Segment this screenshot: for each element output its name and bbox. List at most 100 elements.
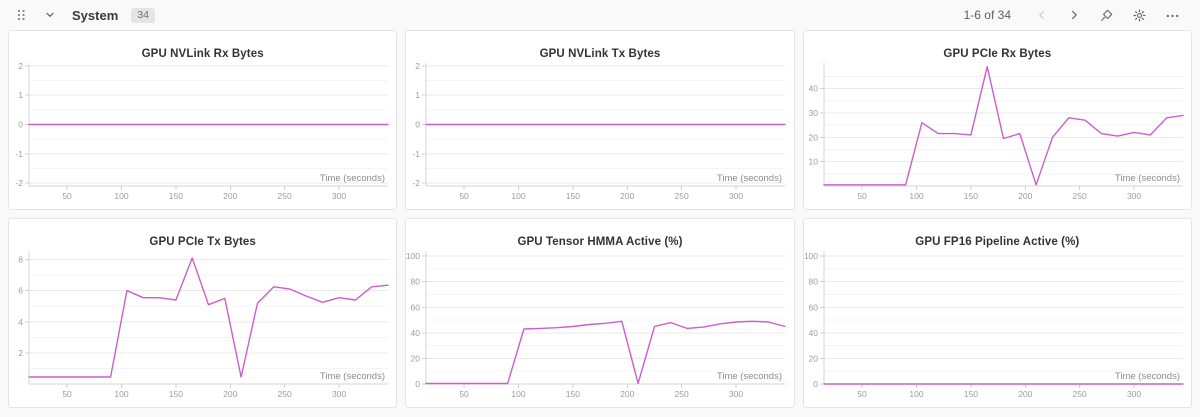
svg-text:50: 50 [857, 389, 867, 399]
svg-text:300: 300 [729, 191, 743, 201]
svg-text:0: 0 [416, 120, 421, 130]
overflow-menu-button[interactable] [1163, 6, 1182, 25]
svg-text:Time (seconds): Time (seconds) [1115, 371, 1180, 382]
svg-text:150: 150 [566, 389, 580, 399]
svg-text:20: 20 [808, 353, 818, 363]
line-chart-canvas: 0 20 40 60 80 100 50 100 150 200 250 300 Time (secon… [804, 219, 1191, 407]
panel-bank-header: System 34 1-6 of 34 [0, 0, 1200, 28]
svg-text:50: 50 [62, 191, 72, 201]
chart-panel-gpu-pcie-tx-bytes[interactable]: GPU PCIe Tx Bytes 2 4 6 8 50 100 150 200 250 300 T… [8, 218, 398, 408]
svg-text:250: 250 [278, 191, 292, 201]
svg-text:0: 0 [18, 120, 23, 130]
svg-text:0: 0 [416, 379, 421, 389]
prev-page-button[interactable] [1033, 6, 1051, 24]
svg-text:80: 80 [411, 277, 421, 287]
svg-text:Time (seconds): Time (seconds) [717, 173, 782, 184]
chart-panel-gpu-nvlink-tx-bytes[interactable]: GPU NVLink Tx Bytes -2 -1 0 1 2 50 100 150 200 25… [405, 30, 795, 210]
chart-panel-gpu-tensor-hmma-active[interactable]: GPU Tensor HMMA Active (%) 0 20 40 60 80 100 5… [405, 218, 795, 408]
svg-text:50: 50 [460, 389, 470, 399]
svg-text:200: 200 [1018, 191, 1032, 201]
next-page-button[interactable] [1065, 6, 1083, 24]
svg-text:250: 250 [1072, 389, 1086, 399]
line-chart-canvas: 2 4 6 8 50 100 150 200 250 300 Time (seconds) [9, 219, 396, 407]
pin-icon [1101, 9, 1113, 21]
svg-text:100: 100 [909, 389, 923, 399]
line-chart-canvas: -2 -1 0 1 2 50 100 150 200 250 300 Time (seconds) [406, 31, 793, 209]
svg-text:2: 2 [18, 348, 23, 358]
svg-text:6: 6 [18, 286, 23, 296]
svg-text:8: 8 [18, 255, 23, 265]
svg-text:2: 2 [18, 61, 23, 71]
svg-text:Time (seconds): Time (seconds) [320, 173, 385, 184]
chart-svg: 0 20 40 60 80 100 50 100 150 200 250 300 Time (secon… [406, 251, 787, 399]
drag-handle-icon [17, 9, 25, 21]
pin-panels-button[interactable] [1097, 6, 1116, 25]
svg-text:100: 100 [406, 251, 420, 261]
svg-text:150: 150 [169, 389, 183, 399]
chevron-down-icon [46, 12, 54, 17]
svg-text:20: 20 [411, 353, 421, 363]
svg-text:-1: -1 [413, 149, 421, 159]
chevron-left-icon [1039, 10, 1044, 20]
chart-panel-gpu-fp16-pipeline-active[interactable]: GPU FP16 Pipeline Active (%) 0 20 40 60 80 10… [802, 218, 1192, 408]
svg-text:200: 200 [223, 389, 237, 399]
chart-panel-gpu-nvlink-rx-bytes[interactable]: GPU NVLink Rx Bytes -2 -1 0 1 2 50 100 150 200 25… [8, 30, 398, 210]
settings-button[interactable] [1130, 6, 1149, 25]
svg-text:100: 100 [909, 191, 923, 201]
svg-text:100: 100 [512, 191, 526, 201]
svg-text:300: 300 [729, 389, 743, 399]
svg-text:Time (seconds): Time (seconds) [717, 371, 782, 382]
svg-text:100: 100 [114, 389, 128, 399]
data-series-line [822, 66, 1184, 186]
svg-text:4: 4 [18, 317, 23, 327]
svg-text:Time (seconds): Time (seconds) [320, 371, 385, 382]
svg-text:300: 300 [332, 191, 346, 201]
svg-text:100: 100 [114, 191, 128, 201]
svg-text:Time (seconds): Time (seconds) [1115, 173, 1180, 184]
header-left-group: System 34 [12, 5, 155, 25]
svg-text:200: 200 [1018, 389, 1032, 399]
svg-text:60: 60 [411, 302, 421, 312]
svg-text:40: 40 [808, 328, 818, 338]
svg-text:50: 50 [460, 191, 470, 201]
section-title: System [72, 7, 119, 23]
svg-text:250: 250 [675, 191, 689, 201]
ellipsis-icon [1166, 14, 1179, 17]
svg-text:150: 150 [169, 191, 183, 201]
panel-grid: GPU NVLink Rx Bytes -2 -1 0 1 2 50 100 150 200 25… [8, 30, 1192, 408]
svg-text:100: 100 [804, 251, 818, 261]
gear-icon [1133, 8, 1146, 22]
svg-text:150: 150 [566, 191, 580, 201]
svg-text:-2: -2 [413, 178, 421, 188]
header-right-group: 1-6 of 34 [964, 6, 1182, 25]
svg-text:150: 150 [963, 389, 977, 399]
svg-text:2: 2 [416, 61, 421, 71]
svg-text:250: 250 [675, 389, 689, 399]
chart-panel-gpu-pcie-rx-bytes[interactable]: GPU PCIe Rx Bytes 10 20 30 40 50 100 150 200 250… [802, 30, 1192, 210]
line-chart-canvas: 0 20 40 60 80 100 50 100 150 200 250 300 Time (secon… [406, 219, 793, 407]
svg-text:250: 250 [278, 389, 292, 399]
line-chart-canvas: 10 20 30 40 50 100 150 200 250 300 Time (seconds) [804, 31, 1191, 209]
svg-text:1: 1 [416, 90, 421, 100]
svg-text:150: 150 [963, 191, 977, 201]
svg-text:0: 0 [813, 379, 818, 389]
svg-text:40: 40 [411, 328, 421, 338]
svg-text:200: 200 [620, 191, 634, 201]
svg-text:40: 40 [808, 84, 818, 94]
svg-text:20: 20 [808, 132, 818, 142]
svg-text:1: 1 [18, 90, 23, 100]
svg-text:250: 250 [1072, 191, 1086, 201]
collapse-section-button[interactable] [41, 6, 59, 24]
drag-handle[interactable] [12, 5, 30, 25]
count-badge: 34 [131, 7, 155, 23]
svg-text:80: 80 [808, 277, 818, 287]
svg-text:300: 300 [1127, 389, 1141, 399]
svg-text:-1: -1 [15, 149, 23, 159]
svg-text:-2: -2 [15, 178, 23, 188]
svg-text:300: 300 [332, 389, 346, 399]
svg-text:300: 300 [1127, 191, 1141, 201]
svg-text:30: 30 [808, 108, 818, 118]
data-series-line [28, 257, 389, 378]
